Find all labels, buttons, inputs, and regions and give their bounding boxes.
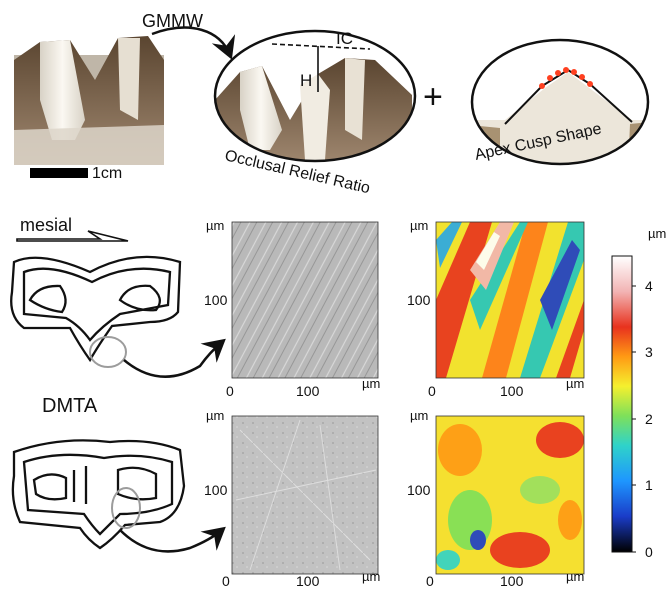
colorbar-gradient [611, 255, 633, 553]
gray-bottom-x-tick-100: 100 [296, 573, 320, 589]
colorbar-tick-4: 4 [645, 278, 653, 294]
gray-bottom-x-unit: µm [362, 569, 380, 584]
dmta-label: DMTA [42, 395, 98, 417]
colorbar-tick-0: 0 [645, 544, 653, 560]
lower-tooth-schematic [11, 439, 186, 550]
colorbar-tick-1: 1 [645, 477, 653, 493]
apex-dots [539, 67, 593, 89]
scale-bar-label: 1cm [92, 165, 122, 182]
occlusal-relief-inset [213, 29, 417, 163]
color-top-y-tick-100: 100 [407, 292, 431, 308]
upper-sample-circle [89, 336, 127, 368]
color-bottom-origin: 0 [426, 573, 434, 589]
color-top-x-tick-100: 100 [500, 383, 524, 399]
color-bottom-x-tick-100: 100 [500, 573, 524, 589]
gmmw-label: GMMW [142, 11, 203, 31]
gray-top-origin: 0 [226, 383, 234, 399]
tooth-photo [14, 36, 164, 178]
color-top-x-unit: µm [566, 376, 584, 391]
gray-bottom-y-tick-100: 100 [204, 482, 228, 498]
colorbar [611, 255, 636, 553]
gray-surface-top [231, 221, 379, 379]
colorbar-unit: µm [648, 226, 666, 241]
color-bottom-x-unit: µm [566, 569, 584, 584]
gray-top-x-tick-100: 100 [296, 383, 320, 399]
mesial-label: mesial [20, 215, 72, 235]
upper-callout-arrow [123, 338, 226, 378]
colorbar-tick-3: 3 [645, 344, 653, 360]
plus-sign: + [423, 78, 443, 116]
ic-label: IC [336, 29, 353, 48]
mesial-arrow [16, 230, 129, 242]
heightmap-bottom [435, 415, 585, 575]
gray-surface-bottom-scratches [235, 419, 377, 571]
gray-top-y-unit: µm [206, 218, 224, 233]
color-bottom-y-unit: µm [410, 408, 428, 423]
gray-bottom-origin: 0 [222, 573, 230, 589]
gray-top-x-unit: µm [362, 376, 380, 391]
upper-tooth-schematic [10, 255, 182, 363]
lower-callout-arrow [119, 526, 226, 553]
colorbar-tick-2: 2 [645, 411, 653, 427]
color-top-y-unit: µm [410, 218, 428, 233]
lower-sample-circle [111, 487, 141, 529]
color-bottom-y-tick-100: 100 [407, 482, 431, 498]
color-top-origin: 0 [428, 383, 436, 399]
gray-top-y-tick-100: 100 [204, 292, 228, 308]
gmmw-arrow [151, 26, 236, 60]
gray-bottom-y-unit: µm [206, 408, 224, 423]
apex-cusp-inset [470, 38, 650, 166]
h-label: H [300, 71, 312, 90]
heightmap-top [435, 221, 585, 379]
